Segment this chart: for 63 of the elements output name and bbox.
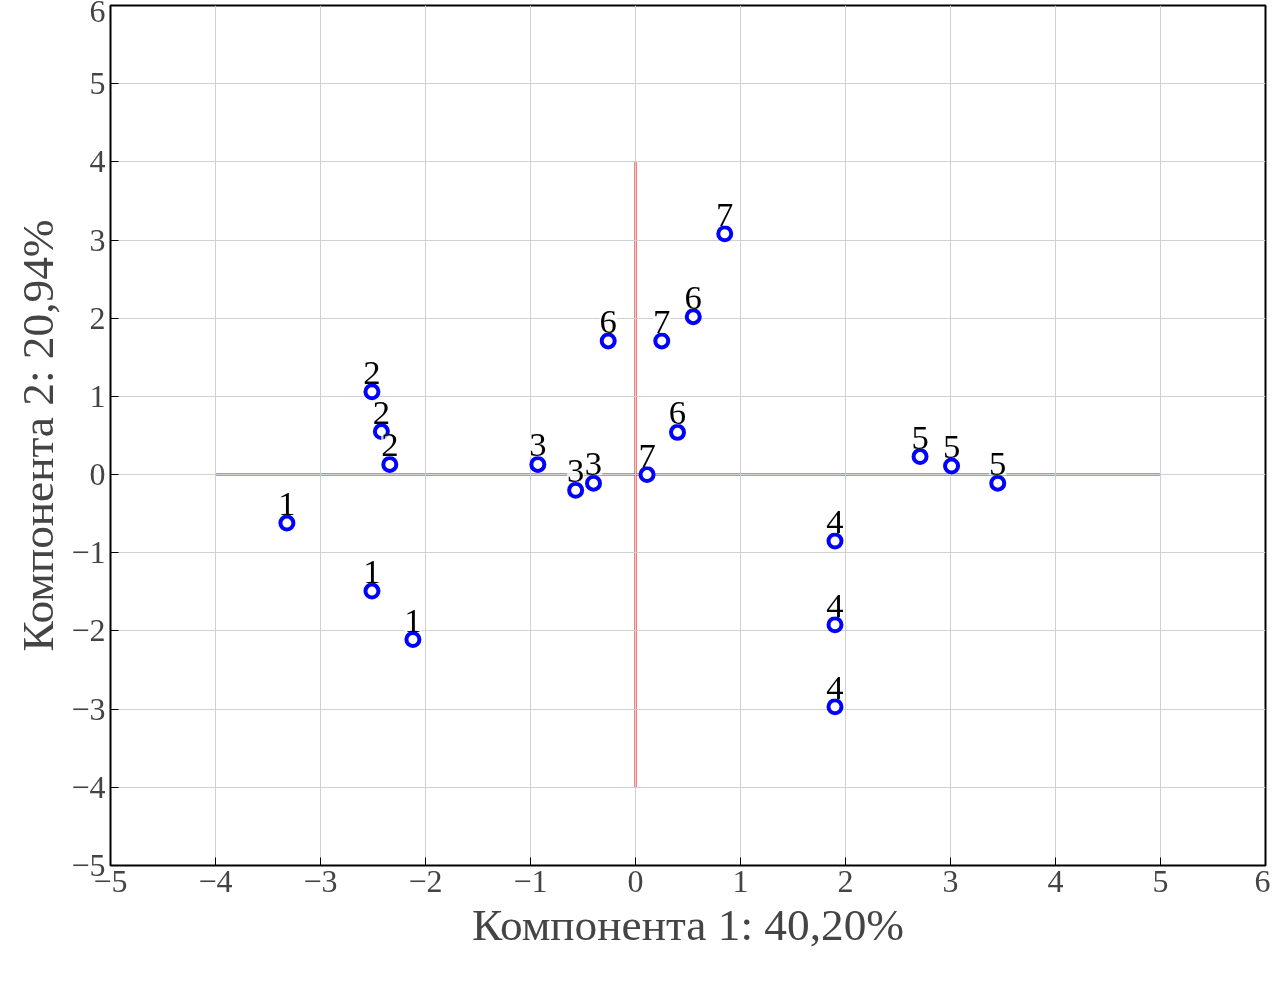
point	[716, 225, 734, 243]
series-label: 5	[911, 417, 929, 456]
x-tick-label: 2	[837, 862, 854, 899]
y-tick-label: −4	[71, 768, 106, 805]
x-tick-label: 1	[732, 862, 749, 899]
y-tick-label: 4	[89, 143, 106, 180]
point	[363, 582, 381, 600]
text: 3	[584, 444, 603, 483]
x-tick-label: −4	[198, 862, 233, 899]
y-tick-label: 5	[89, 65, 106, 102]
series-label: 6	[684, 277, 702, 316]
point	[404, 631, 422, 649]
y-tick-label: −3	[71, 690, 106, 727]
text: 4	[826, 667, 844, 706]
point	[638, 466, 656, 484]
x-tick-label: −2	[408, 862, 443, 899]
point	[989, 474, 1007, 492]
text: 1	[363, 552, 381, 591]
x-tick-label: −3	[303, 862, 338, 899]
point	[363, 383, 381, 401]
text: 7	[638, 435, 656, 474]
x-tick-label: 6	[1254, 862, 1271, 899]
y-tick-label: 3	[89, 221, 106, 258]
text: 5	[989, 444, 1007, 483]
y-axis-title: Компонента 2: 20,94%	[13, 219, 64, 652]
x-tick-label: 0	[627, 862, 644, 899]
x-tick-label: 4	[1047, 862, 1064, 899]
point	[826, 698, 844, 716]
point	[278, 514, 296, 532]
x-tick-label: 3	[942, 862, 959, 899]
series-label: 7	[653, 301, 671, 340]
point	[653, 332, 671, 350]
point	[529, 455, 547, 473]
text: 2	[363, 352, 381, 391]
x-axis-title: Компонента 1: 40,20%	[471, 899, 905, 950]
point	[585, 474, 602, 492]
text: 5	[942, 426, 961, 465]
x-tick-label: −1	[513, 862, 548, 899]
text: 3	[566, 451, 585, 490]
point	[943, 457, 961, 475]
series-label: 3	[529, 425, 547, 464]
point	[826, 532, 844, 550]
series-label: 1	[278, 484, 296, 523]
y-tick-label: −2	[71, 612, 106, 649]
point	[669, 423, 686, 441]
text: 4	[826, 585, 844, 624]
y-tick-label: 1	[89, 377, 106, 414]
text: 6	[599, 301, 617, 340]
point	[599, 332, 617, 350]
point	[911, 448, 929, 466]
y-tick-label: 0	[89, 456, 106, 493]
text: 6	[668, 393, 687, 432]
text: 1	[404, 600, 422, 639]
point	[826, 616, 844, 634]
point	[567, 481, 585, 499]
y-tick-label: −1	[71, 534, 106, 571]
point	[684, 308, 702, 326]
y-tick-label: 2	[89, 299, 106, 336]
series-label: 4	[826, 502, 844, 541]
point	[381, 455, 399, 473]
x-tick-label: 5	[1152, 862, 1169, 899]
y-tick-label: 6	[89, 0, 106, 29]
text: 7	[716, 194, 734, 233]
